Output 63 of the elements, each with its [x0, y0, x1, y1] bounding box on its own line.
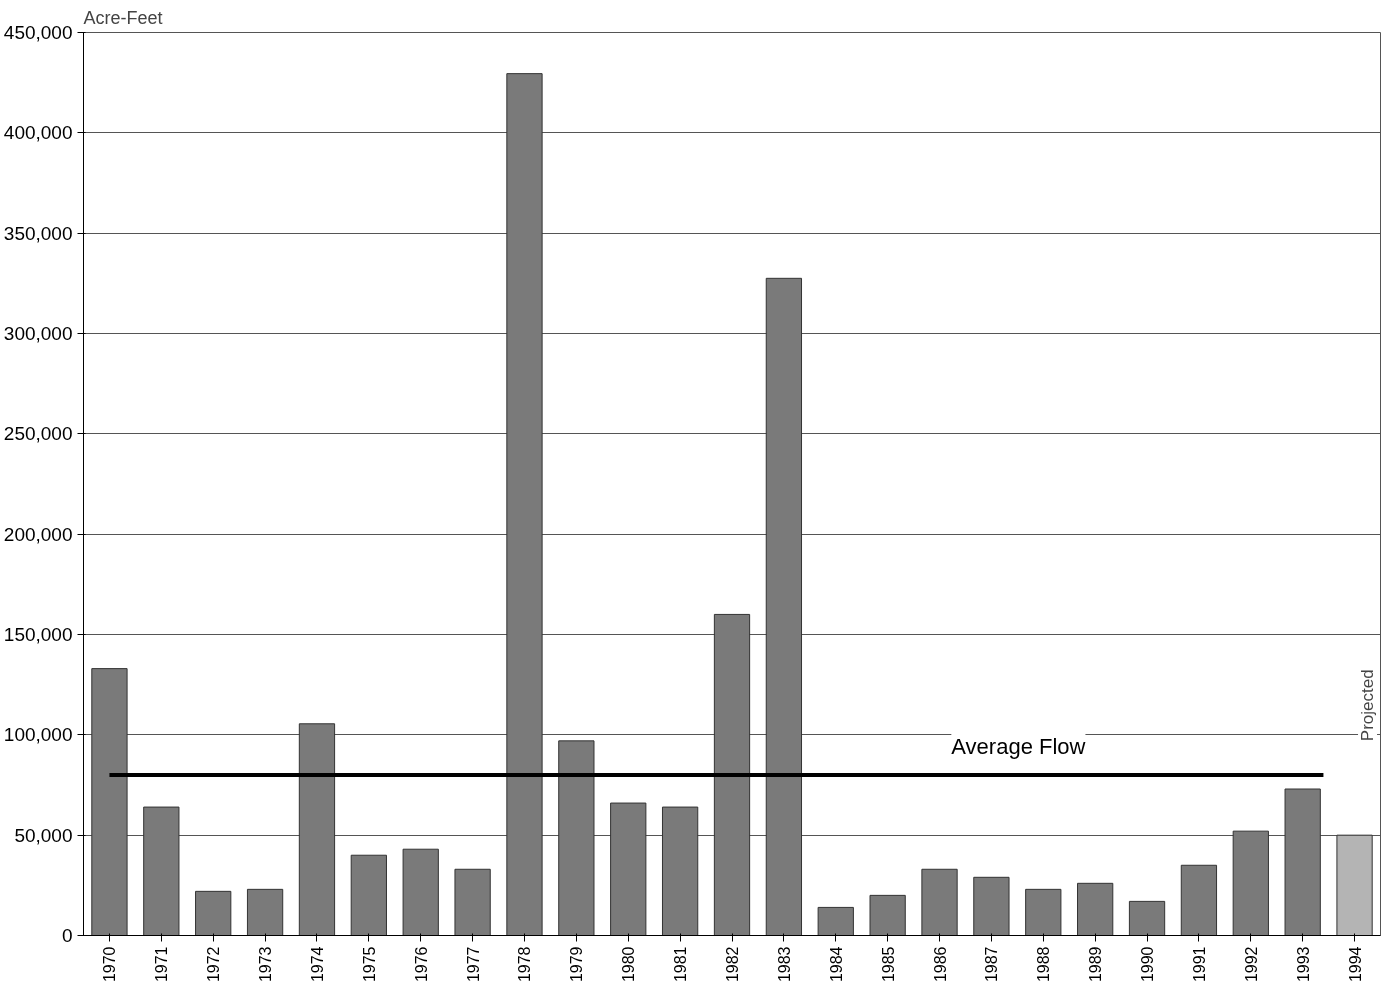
x-tick-label: 1972: [205, 946, 223, 983]
y-tick-label: 250,000: [3, 423, 73, 445]
x-tick-label: 1977: [464, 946, 482, 983]
x-tick-label: 1980: [620, 946, 638, 983]
y-axis-title: Acre-Feet: [83, 7, 163, 28]
x-tick-label: 1989: [1087, 946, 1105, 983]
x-tick-label: 1979: [568, 946, 586, 983]
x-tick-label: 1988: [1035, 946, 1053, 983]
y-tick-label: 300,000: [3, 323, 73, 344]
bar: [661, 806, 699, 936]
bar: [350, 854, 387, 936]
x-tick-label: 1994: [1346, 946, 1364, 983]
x-tick-label: 1984: [827, 946, 845, 983]
bar: [1025, 888, 1062, 936]
x-tick-label: 1981: [672, 946, 690, 983]
bar: [610, 802, 647, 936]
x-tick-label: 1985: [879, 946, 897, 983]
bar: [91, 668, 128, 936]
y-tick-label: 0: [61, 925, 73, 946]
x-tick-label: 1975: [360, 946, 378, 983]
x-tick-label: 1971: [153, 946, 171, 983]
y-tick-label: 150,000: [3, 624, 73, 645]
x-tick-label: 1986: [931, 946, 949, 983]
x-tick-label: 1982: [724, 946, 741, 983]
bar: [921, 868, 958, 936]
bar: [402, 848, 439, 936]
bar: [506, 73, 543, 936]
x-tick-label: 1983: [775, 946, 793, 983]
bar: [713, 613, 751, 936]
y-tick-label: 450,000: [3, 22, 73, 43]
bar: [195, 890, 232, 936]
bar: [298, 723, 336, 936]
bar: [817, 906, 854, 936]
bar: [869, 894, 906, 936]
x-tick-label: 1976: [412, 946, 430, 983]
bar: [143, 806, 180, 936]
bar: [1128, 900, 1166, 936]
y-tick-label: 100,000: [3, 724, 73, 746]
bar: [1336, 834, 1373, 936]
bar: [1284, 788, 1321, 936]
bar: [973, 876, 1010, 936]
y-tick-label: 50,000: [14, 824, 73, 846]
bar: [765, 277, 803, 936]
ref-line-label: Average Flow: [951, 733, 1086, 759]
bar: [454, 868, 491, 936]
x-tick-label: 1973: [257, 946, 275, 983]
x-tick-label: 1970: [101, 946, 119, 983]
y-tick-label: 400,000: [3, 122, 73, 144]
bar: [1232, 830, 1269, 936]
bar: [558, 740, 595, 936]
bar: [246, 888, 284, 936]
x-tick-label: 1978: [516, 946, 534, 983]
y-tick-label: 200,000: [3, 523, 73, 545]
x-tick-label: 1990: [1139, 946, 1157, 983]
y-tick-label: 350,000: [3, 222, 73, 244]
annotation: Projected: [1358, 669, 1378, 742]
x-tick-label: 1974: [308, 946, 326, 983]
bar: [1077, 882, 1114, 936]
bar: [1180, 864, 1218, 936]
x-tick-label: 1987: [983, 946, 1001, 983]
x-tick-label: 1991: [1190, 946, 1208, 983]
x-tick-label: 1992: [1242, 946, 1260, 983]
x-tick-label: 1993: [1294, 946, 1312, 983]
